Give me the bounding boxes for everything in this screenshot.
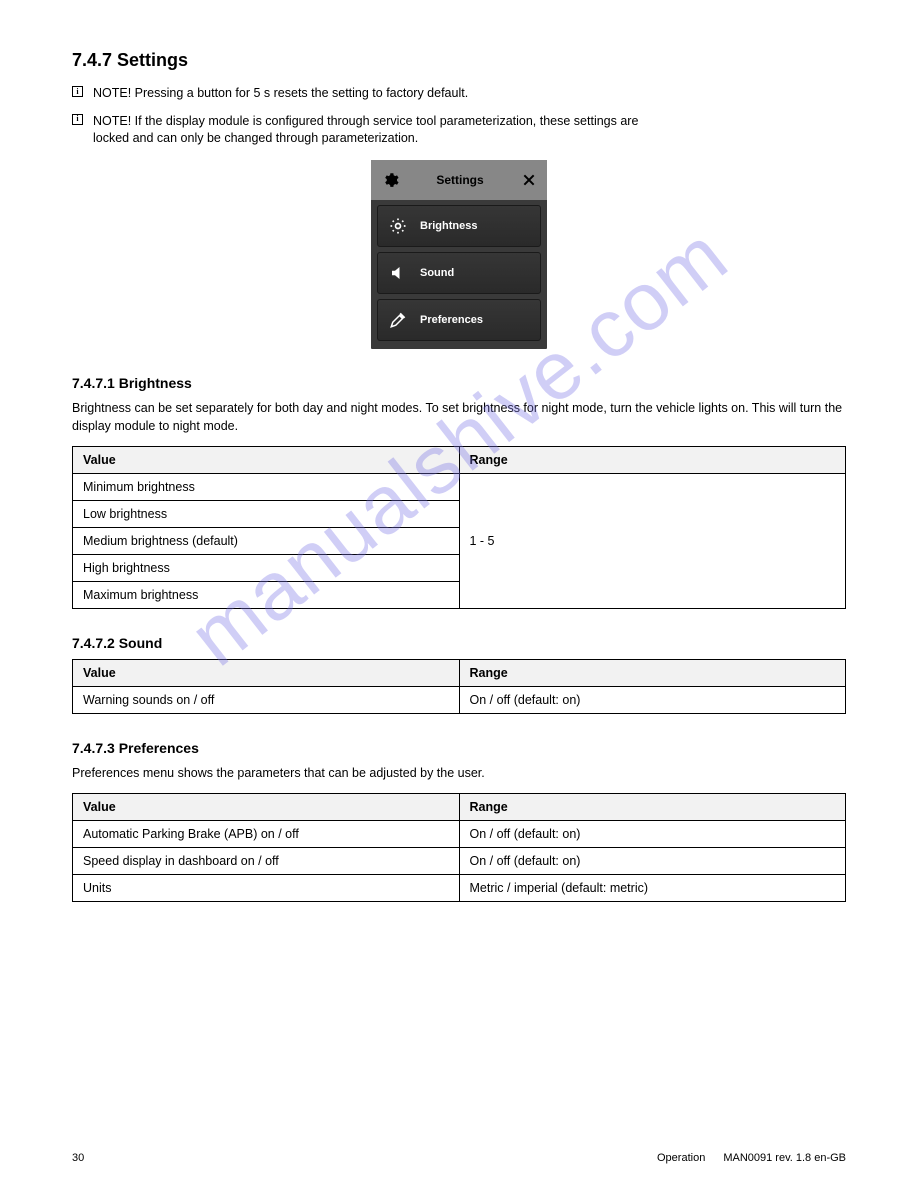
table-header: Value bbox=[73, 660, 460, 687]
table-header: Value bbox=[73, 447, 460, 474]
brightness-icon bbox=[388, 216, 408, 236]
note-2: NOTE! If the display module is configure… bbox=[72, 113, 846, 148]
settings-item-label: Brightness bbox=[420, 220, 477, 232]
note-1: NOTE! Pressing a button for 5 s resets t… bbox=[72, 85, 846, 103]
table-row: Minimum brightness 1 - 5 bbox=[73, 474, 846, 501]
settings-item-sound[interactable]: Sound bbox=[377, 252, 541, 294]
note-text-1: NOTE! Pressing a button for 5 s resets t… bbox=[93, 85, 468, 103]
footer-section: Operation bbox=[657, 1152, 705, 1164]
table-header: Value bbox=[73, 793, 460, 820]
section-title: 7.4.7 Settings bbox=[72, 50, 846, 71]
table-cell: Warning sounds on / off bbox=[73, 687, 460, 714]
close-icon[interactable] bbox=[521, 172, 537, 188]
preferences-heading: 7.4.7.3 Preferences bbox=[72, 740, 846, 756]
table-row: Speed display in dashboard on / off On /… bbox=[73, 847, 846, 874]
table-cell: Metric / imperial (default: metric) bbox=[459, 874, 846, 901]
brightness-body: Brightness can be set separately for bot… bbox=[72, 399, 846, 437]
settings-item-brightness[interactable]: Brightness bbox=[377, 205, 541, 247]
brightness-table: Value Range Minimum brightness 1 - 5 Low… bbox=[72, 446, 846, 609]
brightness-heading: 7.4.7.1 Brightness bbox=[72, 375, 846, 391]
note-text-2: NOTE! If the display module is configure… bbox=[93, 113, 638, 148]
gear-icon bbox=[381, 171, 399, 189]
table-cell: Units bbox=[73, 874, 460, 901]
table-row: Units Metric / imperial (default: metric… bbox=[73, 874, 846, 901]
sound-heading: 7.4.7.2 Sound bbox=[72, 635, 846, 651]
table-row: Automatic Parking Brake (APB) on / off O… bbox=[73, 820, 846, 847]
table-header: Range bbox=[459, 660, 846, 687]
footer-doc-id: MAN0091 rev. 1.8 en-GB bbox=[723, 1152, 846, 1164]
sound-icon bbox=[388, 264, 408, 282]
table-cell: On / off (default: on) bbox=[459, 847, 846, 874]
settings-panel: Settings Brightness Sound bbox=[371, 160, 547, 349]
table-cell: Medium brightness (default) bbox=[73, 528, 460, 555]
table-cell: Automatic Parking Brake (APB) on / off bbox=[73, 820, 460, 847]
table-cell: On / off (default: on) bbox=[459, 687, 846, 714]
preferences-body: Preferences menu shows the parameters th… bbox=[72, 764, 846, 783]
settings-item-label: Preferences bbox=[420, 314, 483, 326]
info-icon bbox=[72, 114, 83, 125]
preferences-table: Value Range Automatic Parking Brake (APB… bbox=[72, 793, 846, 902]
settings-item-label: Sound bbox=[420, 267, 454, 279]
table-cell: Maximum brightness bbox=[73, 582, 460, 609]
table-cell: Speed display in dashboard on / off bbox=[73, 847, 460, 874]
table-cell: On / off (default: on) bbox=[459, 820, 846, 847]
sound-table: Value Range Warning sounds on / off On /… bbox=[72, 659, 846, 714]
table-cell: High brightness bbox=[73, 555, 460, 582]
table-cell: Minimum brightness bbox=[73, 474, 460, 501]
table-header: Range bbox=[459, 447, 846, 474]
footer-page-number: 30 bbox=[72, 1152, 84, 1164]
page-footer: 30 Operation MAN0091 rev. 1.8 en-GB bbox=[72, 1152, 846, 1164]
preferences-icon bbox=[388, 311, 408, 329]
info-icon bbox=[72, 86, 83, 97]
settings-title: Settings bbox=[399, 173, 521, 187]
table-cell: 1 - 5 bbox=[459, 474, 846, 609]
table-row: Warning sounds on / off On / off (defaul… bbox=[73, 687, 846, 714]
settings-header: Settings bbox=[371, 160, 547, 200]
table-header: Range bbox=[459, 793, 846, 820]
table-cell: Low brightness bbox=[73, 501, 460, 528]
settings-item-preferences[interactable]: Preferences bbox=[377, 299, 541, 341]
